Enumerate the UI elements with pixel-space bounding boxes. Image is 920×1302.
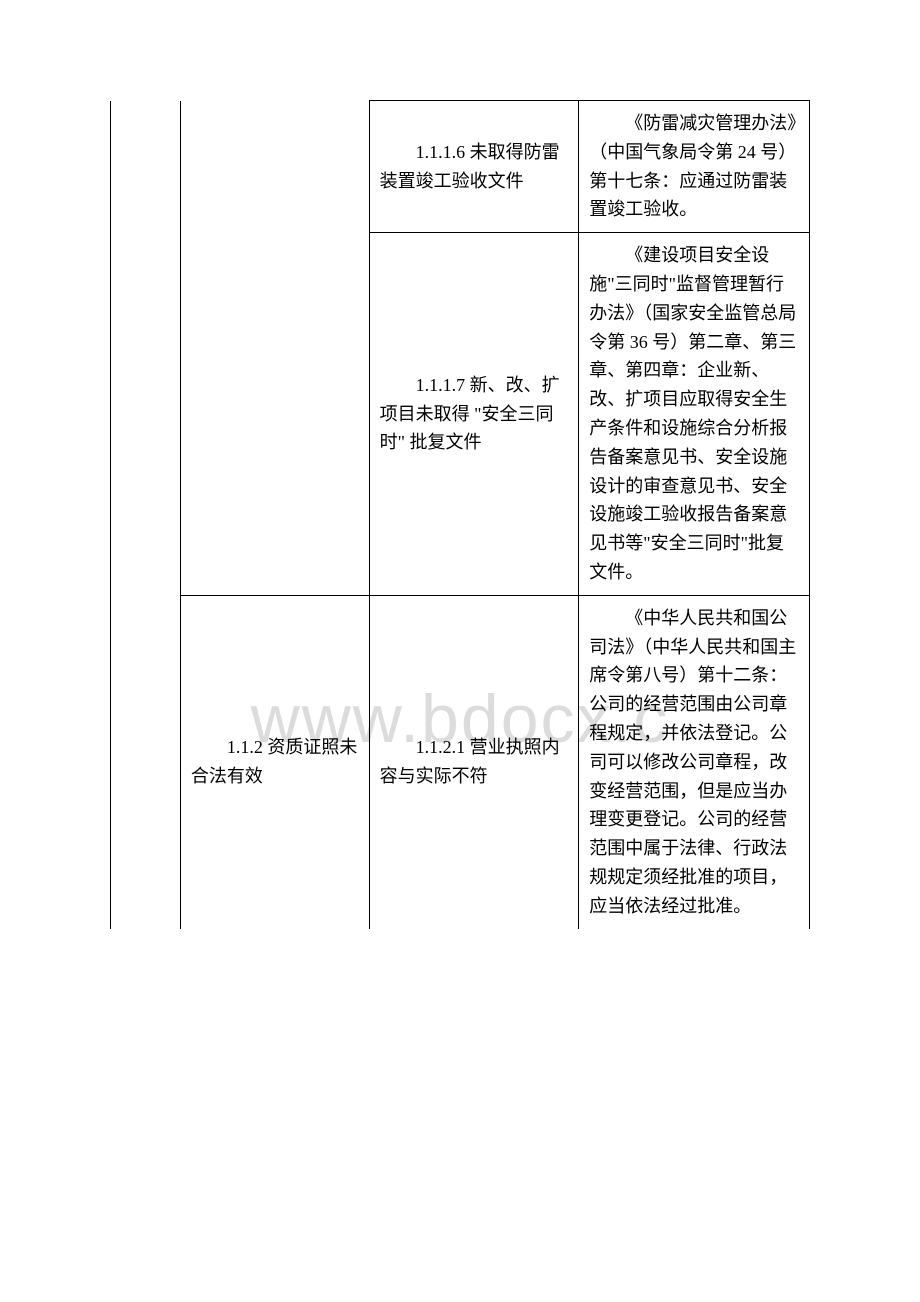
cell-regulation: 《中华人民共和国公司法》（中华人民共和国主席令第八号）第十二条：公司的经营范围由… <box>579 595 810 928</box>
content-wrapper: 1.1.1.6 未取得防雷装置竣工验收文件 《防雷减灾管理办法》（中国气象局令第… <box>110 100 810 929</box>
item-text: 1.1.1.7 新、改、扩项目未取得 "安全三同时" 批复文件 <box>380 371 569 457</box>
regulation-text: 《防雷减灾管理办法》（中国气象局令第 24 号）第十七条：应通过防雷装置竣工验收… <box>589 109 799 224</box>
document-page: www.bdocx.c 1.1.1.6 未取得防雷装置竣工验收文件 《防雷减灾管… <box>0 0 920 1029</box>
item-text: 1.1.1.6 未取得防雷装置竣工验收文件 <box>380 138 569 196</box>
cell-item-code: 1.1.2.1 营业执照内容与实际不符 <box>369 595 579 928</box>
cell-item-code: 1.1.1.6 未取得防雷装置竣工验收文件 <box>369 101 579 233</box>
cell-category-l1 <box>111 101 181 929</box>
regulation-text: 《中华人民共和国公司法》（中华人民共和国主席令第八号）第十二条：公司的经营范围由… <box>589 604 799 921</box>
cell-category-l2 <box>180 101 369 596</box>
cell-regulation: 《建设项目安全设施"三同时"监督管理暂行办法》（国家安全监管总局令第 36 号）… <box>579 233 810 596</box>
regulation-text: 《建设项目安全设施"三同时"监督管理暂行办法》（国家安全监管总局令第 36 号）… <box>589 241 799 587</box>
item-text: 1.1.2.1 营业执照内容与实际不符 <box>380 733 569 791</box>
table-row: 1.1.2 资质证照未合法有效 1.1.2.1 营业执照内容与实际不符 《中华人… <box>111 595 810 928</box>
category-text: 1.1.2 资质证照未合法有效 <box>191 733 359 791</box>
cell-category-l2: 1.1.2 资质证照未合法有效 <box>180 595 369 928</box>
regulation-table: 1.1.1.6 未取得防雷装置竣工验收文件 《防雷减灾管理办法》（中国气象局令第… <box>110 100 810 929</box>
table-row: 1.1.1.6 未取得防雷装置竣工验收文件 《防雷减灾管理办法》（中国气象局令第… <box>111 101 810 233</box>
cell-regulation: 《防雷减灾管理办法》（中国气象局令第 24 号）第十七条：应通过防雷装置竣工验收… <box>579 101 810 233</box>
cell-item-code: 1.1.1.7 新、改、扩项目未取得 "安全三同时" 批复文件 <box>369 233 579 596</box>
